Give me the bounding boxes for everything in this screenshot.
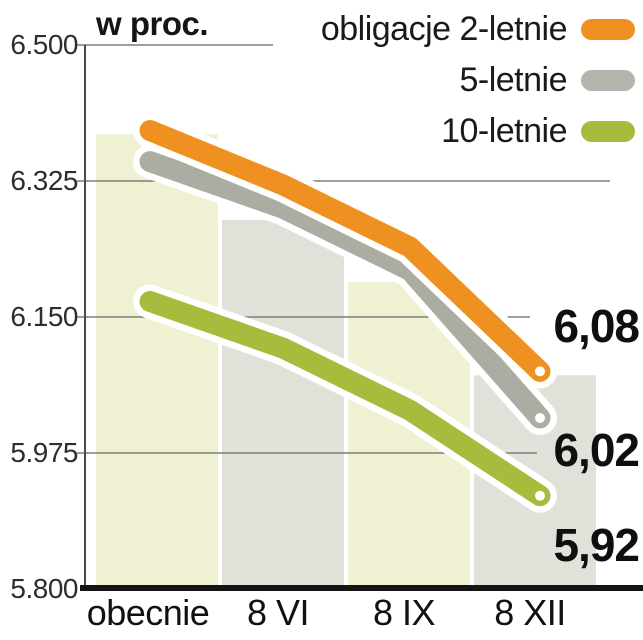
y-tick-6150: 6.150 [10, 301, 78, 332]
legend-item-10-letnie: 10-letnie [441, 110, 635, 152]
x-tick-8xii: 8 XII [494, 592, 566, 633]
x-tick-8ix: 8 IX [372, 592, 436, 633]
value-label-10-letnie: 5,92 [553, 519, 640, 571]
y-axis-unit-label: w proc. [96, 5, 209, 42]
legend-label: 5-letnie [459, 60, 567, 99]
legend-item-5-letnie: 5-letnie [459, 59, 635, 101]
legend-swatch-green-icon [581, 120, 635, 142]
y-tick-5800: 5.800 [10, 573, 78, 604]
legend-swatch-orange-icon [581, 18, 635, 40]
legend-label: obligacje 2-letnie [320, 9, 568, 48]
y-tick-6325: 6.325 [10, 165, 78, 196]
value-label-2-letnie: 6,08 [553, 300, 640, 352]
value-label-5-letnie: 6,02 [553, 424, 640, 476]
legend-item-2-letnie: obligacje 2-letnie [321, 8, 635, 50]
y-tick-6500: 6.500 [10, 29, 78, 60]
legend-swatch-gray-icon [581, 69, 635, 91]
legend: obligacje 2-letnie 5-letnie 10-letnie [321, 8, 635, 161]
x-tick-obecnie: obecnie [86, 592, 210, 633]
y-tick-5975: 5.975 [10, 437, 78, 468]
x-tick-8vi: 8 VI [246, 592, 310, 633]
legend-label: 10-letnie [441, 111, 567, 150]
